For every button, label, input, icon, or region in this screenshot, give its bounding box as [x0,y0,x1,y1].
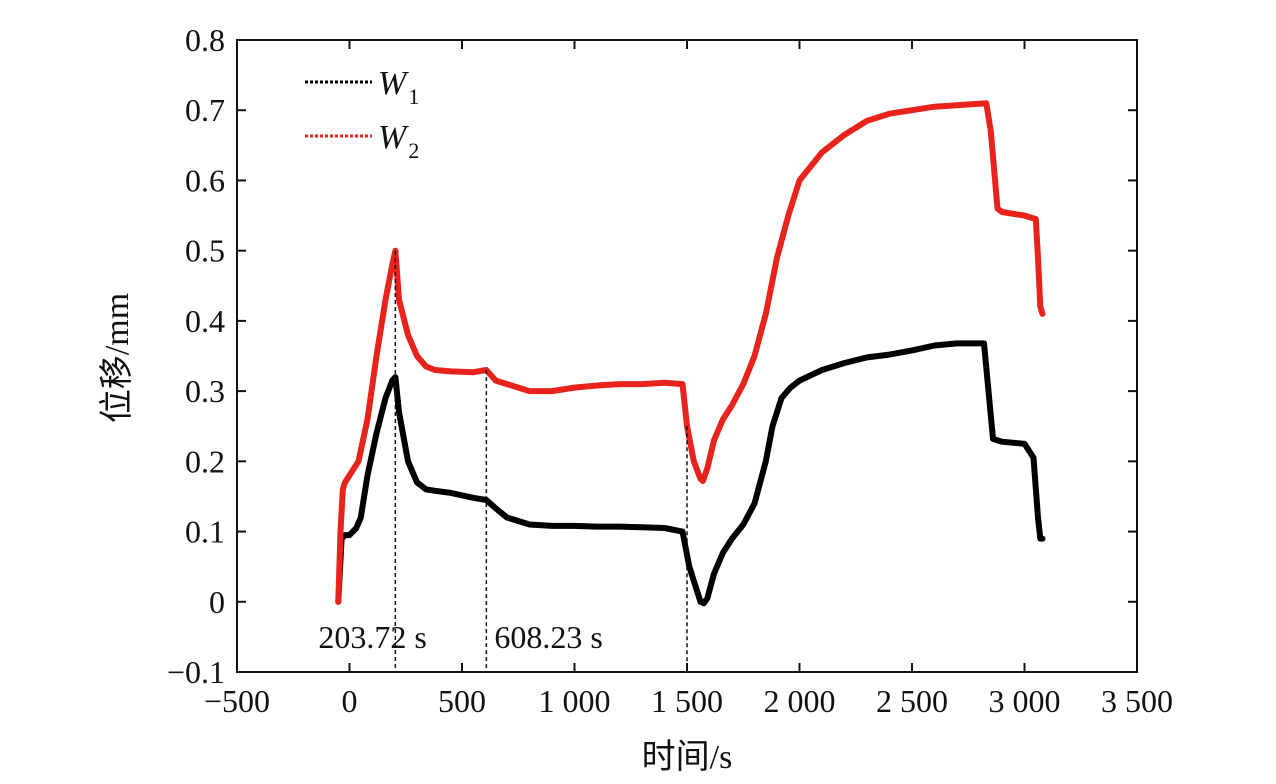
series-line-w1 [335,340,1046,607]
y-tick-label: 0.2 [185,443,225,479]
legend-label-w2: W2 [378,119,419,163]
x-tick-label: 500 [438,683,486,719]
reference-lines-group [394,250,688,672]
y-axis-title: 位移/mm [98,293,136,423]
y-axis: −0.1 0 0.1 0.2 0.3 0.4 0.5 0.6 0.7 0.8 [167,22,1137,690]
x-axis-title: 时间/s [642,739,733,776]
y-tick-label: 0.5 [185,233,225,269]
reference-line-label: 203.72 s [318,619,426,655]
y-tick-label: 0.4 [185,303,225,339]
series-group [335,100,1046,607]
x-tick-label: 1 000 [539,683,611,719]
y-tick-label: 0 [209,584,225,620]
y-tick-label: 0.3 [185,373,225,409]
x-tick-label: 3 000 [989,683,1061,719]
x-axis: −500 0 500 1 000 1 500 2 000 2 500 3 000 3 500 [204,40,1173,719]
x-tick-label: 2 000 [764,683,836,719]
legend-label-w1: W1 [378,65,419,109]
x-tick-label: 0 [342,683,358,719]
x-tick-label: 1 500 [651,683,723,719]
y-tick-label: 0.7 [185,92,225,128]
series-line-w2 [335,100,1046,605]
x-tick-label: −500 [204,683,270,719]
y-tick-label: 0.8 [185,22,225,58]
x-tick-label: 2 500 [876,683,948,719]
y-tick-label: 0.1 [185,514,225,550]
y-tick-label: 0.6 [185,162,225,198]
x-tick-label: 3 500 [1101,683,1173,719]
reference-line-label: 608.23 s [494,619,602,655]
y-tick-label: −0.1 [167,654,225,690]
annotations-group: 203.72 s 608.23 s [318,619,602,655]
